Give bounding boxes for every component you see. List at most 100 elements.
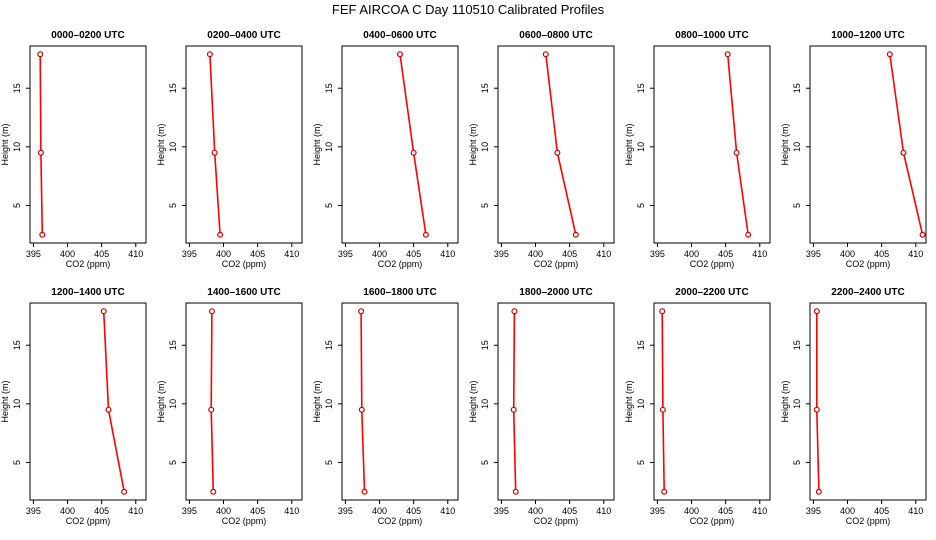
x-tick-label: 410 [440, 506, 455, 516]
data-point [37, 149, 44, 156]
y-tick-label: 10 [636, 399, 646, 409]
plot-frame [653, 45, 771, 244]
y-tick-label: 15 [792, 83, 802, 93]
data-point [886, 51, 893, 58]
y-axis-label: Height (m) [0, 123, 10, 165]
x-tick-label: 405 [94, 249, 109, 259]
y-axis-label: Height (m) [624, 380, 634, 422]
x-tick-label: 410 [752, 249, 767, 259]
data-point [511, 308, 518, 315]
y-axis-label: Height (m) [156, 123, 166, 165]
panel-title: 0000–0200 UTC [51, 30, 124, 41]
x-tick-label: 410 [752, 506, 767, 516]
data-point [659, 406, 666, 413]
x-axis-label: CO2 (ppm) [534, 516, 579, 526]
x-tick-label: 400 [840, 249, 855, 259]
plot-frame [341, 45, 459, 244]
plot-frame [185, 45, 303, 244]
data-point [105, 406, 112, 413]
data-point [724, 51, 731, 58]
plot-frame [809, 45, 927, 244]
x-tick-label: 405 [406, 249, 421, 259]
x-axis-label: CO2 (ppm) [690, 516, 735, 526]
series-line [661, 311, 665, 492]
data-point [208, 406, 215, 413]
chart-panel-3: 0400–0600 UTC 395 400 405 410 CO2 (ppm) 5 10 15 H… [312, 30, 459, 269]
x-axis-label: CO2 (ppm) [222, 259, 267, 269]
data-point [512, 488, 519, 495]
x-axis-label: CO2 (ppm) [846, 259, 891, 269]
x-tick-label: 400 [528, 506, 543, 516]
y-tick-label: 15 [636, 83, 646, 93]
x-tick-label: 395 [182, 506, 197, 516]
data-point [410, 149, 417, 156]
x-tick-label: 405 [874, 506, 889, 516]
y-tick-label: 5 [324, 460, 334, 465]
data-point [39, 231, 46, 238]
panel-title: 1200–1400 UTC [51, 287, 124, 298]
x-tick-label: 405 [718, 249, 733, 259]
y-tick-label: 15 [324, 83, 334, 93]
chart-panel-2: 0200–0400 UTC 395 400 405 410 CO2 (ppm) 5 10 15 H… [156, 30, 303, 269]
panel-title: 2200–2400 UTC [831, 287, 904, 298]
y-tick-label: 5 [480, 203, 490, 208]
x-tick-label: 400 [684, 249, 699, 259]
y-tick-label: 5 [636, 460, 646, 465]
y-axis-label: Height (m) [780, 123, 790, 165]
x-tick-label: 405 [250, 249, 265, 259]
x-tick-label: 405 [562, 506, 577, 516]
chart-panel-4: 0600–0800 UTC 395 400 405 410 CO2 (ppm) 5 10 15 H… [468, 30, 615, 269]
x-tick-label: 395 [26, 506, 41, 516]
plot-frame [497, 302, 615, 501]
x-tick-label: 405 [562, 249, 577, 259]
data-point [745, 231, 752, 238]
plot-frame [185, 302, 303, 501]
chart-panel-7: 1200–1400 UTC 395 400 405 410 CO2 (ppm) 5 10 15 H… [0, 287, 147, 526]
x-tick-label: 410 [596, 506, 611, 516]
plot-frame [809, 302, 927, 501]
series-line [815, 311, 820, 492]
data-point [572, 231, 579, 238]
y-tick-label: 5 [636, 203, 646, 208]
panel-title: 2000–2200 UTC [675, 287, 748, 298]
x-tick-label: 395 [650, 249, 665, 259]
y-tick-label: 10 [480, 399, 490, 409]
x-tick-label: 395 [494, 506, 509, 516]
y-tick-label: 10 [480, 142, 490, 152]
x-tick-label: 400 [840, 506, 855, 516]
x-tick-label: 400 [372, 506, 387, 516]
data-point [217, 231, 224, 238]
x-tick-label: 405 [874, 249, 889, 259]
y-tick-label: 10 [168, 399, 178, 409]
plot-frame [497, 45, 615, 244]
chart-panel-11: 2000–2200 UTC 395 400 405 410 CO2 (ppm) 5 10 15 H… [624, 287, 771, 526]
data-point [900, 149, 907, 156]
y-tick-label: 5 [324, 203, 334, 208]
y-tick-label: 15 [480, 340, 490, 350]
y-tick-label: 5 [12, 460, 22, 465]
plot-frame [29, 45, 147, 244]
chart-panel-8: 1400–1600 UTC 395 400 405 410 CO2 (ppm) 5 10 15 H… [156, 287, 303, 526]
series-line [360, 311, 366, 492]
x-tick-label: 400 [216, 506, 231, 516]
x-tick-label: 410 [908, 249, 923, 259]
data-point [121, 488, 128, 495]
data-point [206, 51, 213, 58]
x-axis-label: CO2 (ppm) [378, 259, 423, 269]
chart-panel-1: 0000–0200 UTC 395 400 405 410 CO2 (ppm) 5 10 15 H… [0, 30, 147, 269]
y-tick-label: 10 [12, 142, 22, 152]
x-axis-label: CO2 (ppm) [534, 259, 579, 269]
chart-panel-10: 1800–2000 UTC 395 400 405 410 CO2 (ppm) 5 10 15 H… [468, 287, 615, 526]
y-tick-label: 5 [168, 460, 178, 465]
panel-title: 0400–0600 UTC [363, 30, 436, 41]
x-tick-label: 400 [60, 506, 75, 516]
y-tick-label: 15 [324, 340, 334, 350]
y-tick-label: 5 [12, 203, 22, 208]
x-axis-label: CO2 (ppm) [846, 516, 891, 526]
y-tick-label: 10 [168, 142, 178, 152]
y-tick-label: 5 [168, 203, 178, 208]
data-point [661, 488, 668, 495]
data-point [37, 51, 44, 58]
panel-title: 0200–0400 UTC [207, 30, 280, 41]
